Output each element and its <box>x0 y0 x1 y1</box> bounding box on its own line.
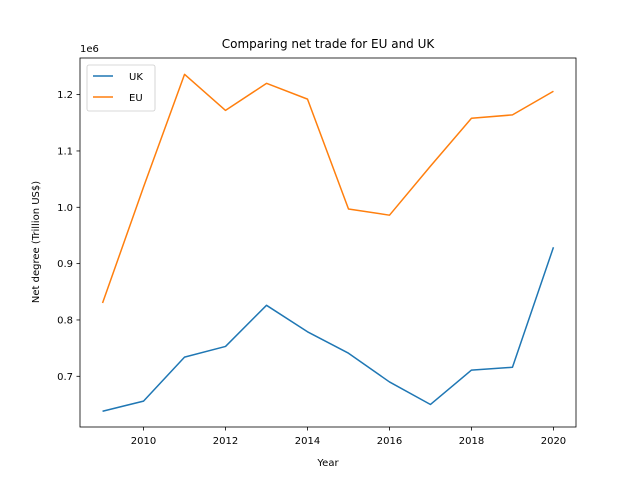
x-tick-label: 2016 <box>377 436 402 447</box>
x-tick-label: 2012 <box>213 436 238 447</box>
plot-area: 2010 2012 2014 2016 2018 2020 0.7 0.8 0.9 1.0 1.1… <box>57 57 577 447</box>
y-tick-label: 0.8 <box>57 315 73 326</box>
x-axis-label: Year <box>316 458 339 469</box>
y-tick-label: 1.0 <box>57 203 73 214</box>
y-axis-ticks: 0.7 0.8 0.9 1.0 1.1 1.2 <box>57 90 80 383</box>
legend-label-uk: UK <box>129 72 143 83</box>
series-layer <box>101 73 555 412</box>
y-tick-label: 1.2 <box>57 90 73 101</box>
y-tick-label: 1.1 <box>57 146 73 157</box>
legend-box <box>86 64 156 112</box>
series-line-eu <box>101 73 554 304</box>
x-tick-label: 2014 <box>295 436 320 447</box>
x-tick-label: 2018 <box>459 436 484 447</box>
y-tick-label: 0.9 <box>57 259 73 270</box>
legend-label-eu: EU <box>129 93 143 104</box>
series-line-uk <box>102 247 555 412</box>
y-axis-offset-text: 1e6 <box>80 44 99 55</box>
x-tick-label: 2010 <box>131 436 156 447</box>
axes-frame <box>79 57 577 428</box>
legend: UK EU <box>86 64 156 112</box>
chart-title: Comparing net trade for EU and UK <box>222 37 436 51</box>
x-axis-ticks: 2010 2012 2014 2016 2018 2020 <box>131 427 566 447</box>
x-tick-label: 2020 <box>541 436 566 447</box>
y-axis-label: Net degree (Trillion US$) <box>31 181 42 303</box>
y-tick-label: 0.7 <box>57 372 73 383</box>
